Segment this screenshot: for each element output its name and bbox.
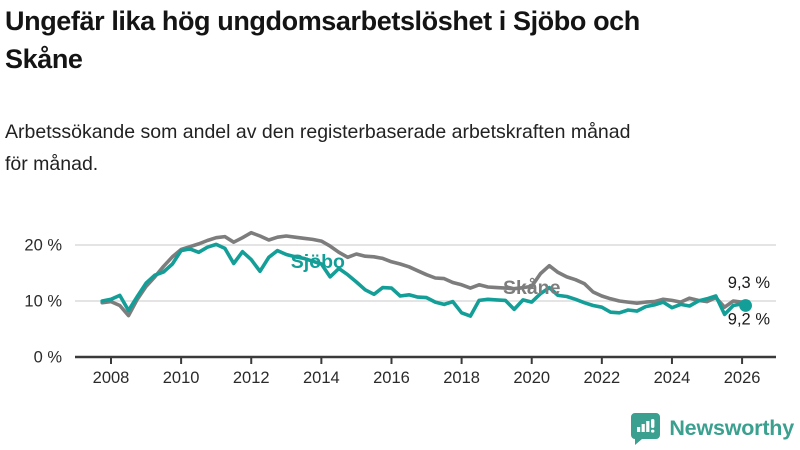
series-line-sjöbo bbox=[100, 242, 748, 318]
end-value-label-skåne: 9,3 % bbox=[728, 274, 771, 292]
newsworthy-brand-text: Newsworthy bbox=[669, 415, 794, 440]
x-tick-label: 2016 bbox=[373, 369, 410, 387]
x-tick-label: 2022 bbox=[583, 369, 620, 387]
newsworthy-logo[interactable]: Newsworthy bbox=[630, 409, 794, 447]
x-tick-label: 2008 bbox=[93, 369, 130, 387]
x-tick-label: 2014 bbox=[303, 369, 340, 387]
line-chart: 0 % 10 % 20 % 2008 2010 2012 2014 2016 2018 2020 2… bbox=[24, 230, 776, 387]
end-value-label-sjöbo: 9,2 % bbox=[728, 310, 771, 328]
x-tick-label: 2024 bbox=[654, 369, 691, 387]
x-tick-label: 2020 bbox=[513, 369, 550, 387]
series-label-sjöbo: Sjöbo bbox=[291, 251, 345, 273]
x-tick-label: 2010 bbox=[163, 369, 200, 387]
series-line-skåne bbox=[100, 230, 748, 318]
series-end-dot-sjöbo bbox=[739, 299, 752, 312]
x-tick-label: 2018 bbox=[443, 369, 480, 387]
chart-title: Ungefär lika hög ungdomsarbetslöshet i S… bbox=[5, 6, 640, 74]
y-tick-label: 10 % bbox=[24, 293, 62, 311]
line-chart-area: 0 % 10 % 20 % 2008 2010 2012 2014 2016 2018 2020 2… bbox=[0, 220, 800, 390]
newsworthy-logo-icon bbox=[631, 412, 661, 445]
x-tick-label: 2012 bbox=[233, 369, 270, 387]
x-tick-label: 2026 bbox=[724, 369, 761, 387]
y-tick-label: 0 % bbox=[34, 349, 63, 367]
chart-subtitle: Arbetssökande som andel av den registerb… bbox=[5, 121, 631, 175]
y-tick-label: 20 % bbox=[24, 237, 62, 255]
series-label-skåne: Skåne bbox=[503, 276, 561, 299]
